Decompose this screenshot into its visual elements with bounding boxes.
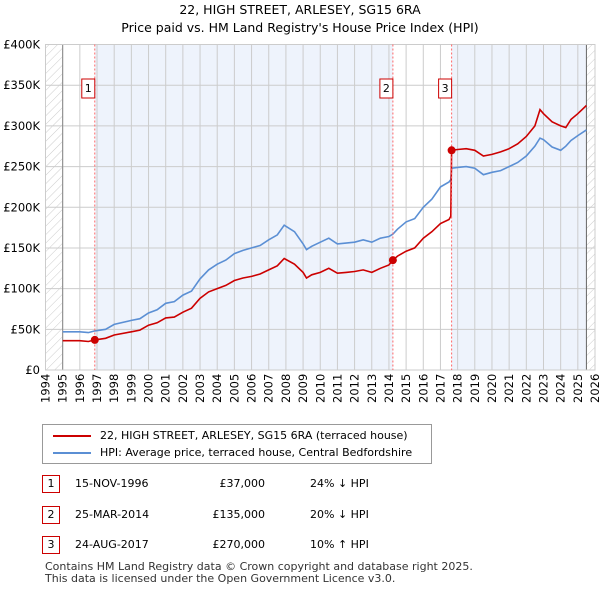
- x-tick-label: 2012: [348, 374, 362, 403]
- footer-line-2: This data is licensed under the Open Gov…: [45, 572, 396, 585]
- x-tick-label: 2014: [382, 374, 396, 403]
- x-tick-label: 2003: [193, 374, 207, 403]
- x-tick-label: 1994: [39, 374, 53, 403]
- x-tick-label: 1999: [124, 374, 138, 403]
- sale-date: 25-MAR-2014: [75, 507, 150, 521]
- y-tick-label: £100K: [3, 282, 40, 296]
- sale-label-box: [379, 78, 394, 99]
- sale-hpi-diff: 20% ↓ HPI: [310, 507, 369, 521]
- sale-label-box: [438, 78, 453, 99]
- sale-hpi-diff: 24% ↓ HPI: [310, 477, 369, 490]
- hpi-line: [62, 129, 587, 334]
- y-tick-label: £200K: [3, 200, 40, 214]
- x-tick-label: 2011: [330, 374, 344, 403]
- chart-subtitle: Price paid vs. HM Land Registry's House …: [121, 20, 479, 35]
- legend-swatch-hpi: [53, 451, 91, 454]
- y-tick-label: £350K: [3, 78, 40, 92]
- x-tick-label: 2006: [245, 374, 259, 403]
- y-tick-label: £250K: [3, 160, 40, 174]
- x-tick-label: 2009: [296, 374, 310, 403]
- sale-point: [90, 335, 99, 344]
- sale-row: 2 25-MAR-2014 £135,000 20% ↓ HPI: [0, 505, 600, 524]
- sale-label-number: 2: [383, 82, 390, 95]
- x-tick-label: 2026: [588, 374, 600, 403]
- price-chart: 1994 1995 1996 1997 1998 1999 2000 2001 2002 2003…: [3, 38, 600, 404]
- x-tick-label: 1998: [107, 374, 121, 403]
- x-tick-label: 2024: [554, 374, 568, 403]
- sale-point: [447, 146, 456, 155]
- sale-hpi-diff: 10% ↑ HPI: [310, 538, 369, 551]
- sale-price: £37,000: [219, 477, 266, 490]
- x-tick-label: 2013: [365, 374, 379, 403]
- x-tick-label: 2008: [279, 374, 293, 403]
- sale-row: 3 24-AUG-2017 £270,000 10% ↑ HPI: [0, 536, 600, 554]
- sale-label-number: 1: [85, 82, 92, 95]
- x-tick-label: 1995: [56, 374, 70, 403]
- x-tick-label: 2001: [159, 374, 173, 403]
- x-tick-label: 2010: [313, 374, 327, 403]
- y-tick-label: £300K: [3, 119, 40, 133]
- x-tick-label: 2020: [485, 374, 499, 403]
- sale-date: 15-NOV-1996: [75, 477, 149, 490]
- sale-label-box: [81, 78, 96, 99]
- legend: 22, HIGH STREET, ARLESEY, SG15 6RA (terr…: [42, 424, 432, 464]
- x-tick-label: 1996: [73, 374, 87, 403]
- x-tick-label: 2021: [502, 374, 516, 403]
- x-tick-label: 2025: [571, 374, 585, 403]
- x-tick-label: 2002: [176, 374, 190, 403]
- x-tick-label: 2018: [451, 374, 465, 403]
- sale-row: 1 15-NOV-1996 £37,000 24% ↓ HPI: [0, 475, 600, 493]
- y-tick-label: £150K: [3, 241, 40, 255]
- plot-frame: [45, 44, 596, 371]
- legend-item-price: 22, HIGH STREET, ARLESEY, SG15 6RA (terr…: [53, 429, 408, 442]
- x-tick-label: 2007: [262, 374, 276, 403]
- sale-number: 2: [42, 505, 60, 524]
- sale-price: £270,000: [212, 538, 266, 551]
- legend-swatch-price: [53, 434, 91, 437]
- x-tick-label: 2015: [399, 374, 413, 403]
- sale-date: 24-AUG-2017: [75, 538, 149, 551]
- price-line: [62, 104, 587, 343]
- legend-item-hpi: HPI: Average price, terraced house, Cent…: [53, 446, 412, 459]
- chart-title: 22, HIGH STREET, ARLESEY, SG15 6RA: [179, 2, 421, 17]
- x-tick-label: 2016: [416, 374, 430, 403]
- x-tick-label: 2023: [536, 374, 550, 403]
- x-tick-label: 2004: [210, 374, 224, 403]
- footer-line-1: Contains HM Land Registry data © Crown c…: [45, 560, 473, 573]
- sale-number: 3: [42, 536, 60, 554]
- sale-label-number: 3: [442, 82, 449, 95]
- x-tick-label: 2019: [468, 374, 482, 403]
- x-tick-label: 2000: [142, 374, 156, 403]
- x-tick-label: 2017: [433, 374, 447, 403]
- sale-point: [388, 256, 397, 265]
- sale-number: 1: [42, 475, 60, 493]
- x-tick-label: 2022: [519, 374, 533, 403]
- x-tick-label: 1997: [90, 374, 104, 403]
- y-tick-label: £50K: [11, 322, 41, 336]
- x-tick-label: 2005: [227, 374, 241, 403]
- sale-price: £135,000: [212, 507, 266, 521]
- y-tick-label: £400K: [3, 38, 40, 52]
- y-tick-label: £0: [25, 363, 40, 377]
